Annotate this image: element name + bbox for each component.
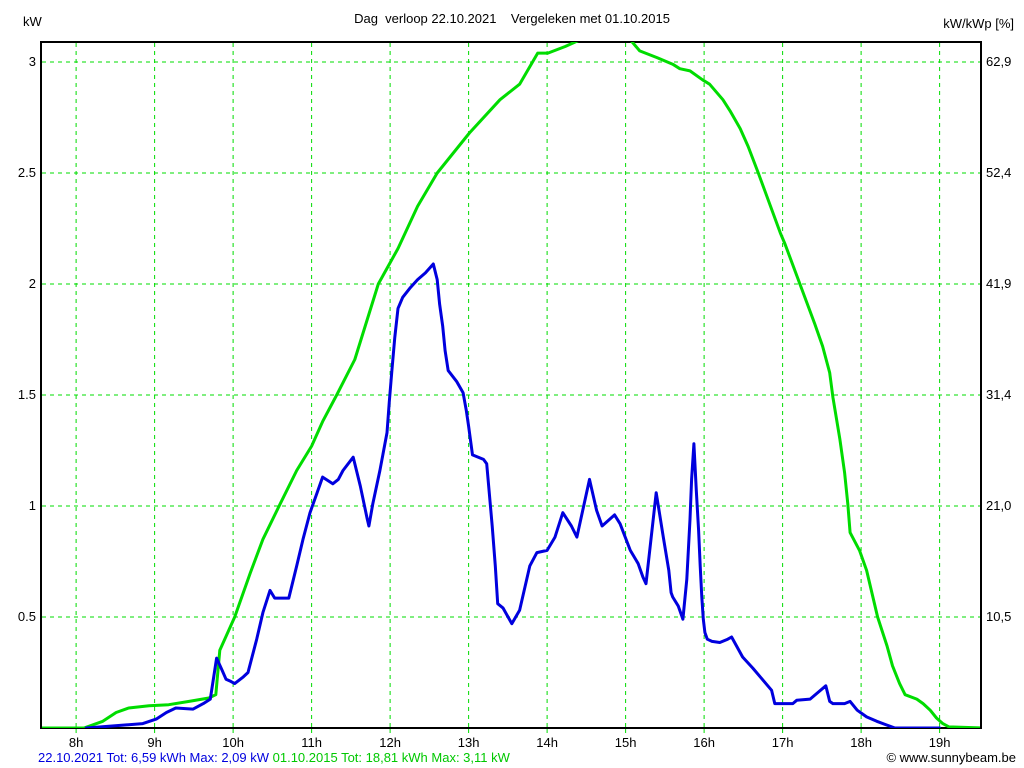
x-tick-label: 11h	[301, 735, 322, 750]
series-line-22-10-2021	[84, 262, 942, 728]
x-tick-label: 19h	[929, 735, 951, 750]
y-left-tick-label: 0.5	[18, 609, 36, 624]
series-line-01-10-2015	[42, 42, 980, 728]
x-tick-label: 8h	[69, 735, 83, 750]
x-tick-label: 10h	[222, 735, 244, 750]
y-right-tick-label: 41,9	[986, 276, 1011, 291]
x-tick-label: 17h	[772, 735, 794, 750]
left-axis-title: kW	[23, 14, 42, 29]
x-tick-label: 12h	[379, 735, 401, 750]
x-tick-label: 16h	[693, 735, 715, 750]
plot-border	[40, 41, 982, 729]
x-tick-label: 9h	[147, 735, 161, 750]
y-right-tick-label: 62,9	[986, 54, 1011, 69]
x-tick-label: 13h	[458, 735, 480, 750]
y-right-tick-label: 10,5	[986, 609, 1011, 624]
chart-title: Dag verloop 22.10.2021 Vergeleken met 01…	[354, 11, 670, 26]
y-right-tick-label: 21,0	[986, 498, 1011, 513]
x-tick-label: 18h	[850, 735, 872, 750]
y-left-tick-label: 1.5	[18, 387, 36, 402]
y-right-tick-label: 31,4	[986, 387, 1011, 402]
series1-stats: 22.10.2021 Tot: 6,59 kWh Max: 2,09 kW	[38, 750, 269, 765]
x-tick-label: 14h	[536, 735, 558, 750]
y-left-tick-label: 2.5	[18, 165, 36, 180]
x-tick-label: 15h	[615, 735, 637, 750]
right-axis-title: kW/kWp [%]	[943, 16, 1014, 31]
footer-stats: 22.10.2021 Tot: 6,59 kWh Max: 2,09 kW 01…	[38, 751, 510, 765]
series2-stats: 01.10.2015 Tot: 18,81 kWh Max: 3,11 kW	[272, 750, 510, 765]
y-left-tick-label: 3	[29, 54, 36, 69]
y-left-tick-label: 1	[29, 498, 36, 513]
y-right-tick-label: 52,4	[986, 165, 1011, 180]
copyright-notice: © www.sunnybeam.be	[886, 750, 1016, 765]
y-left-tick-label: 2	[29, 276, 36, 291]
